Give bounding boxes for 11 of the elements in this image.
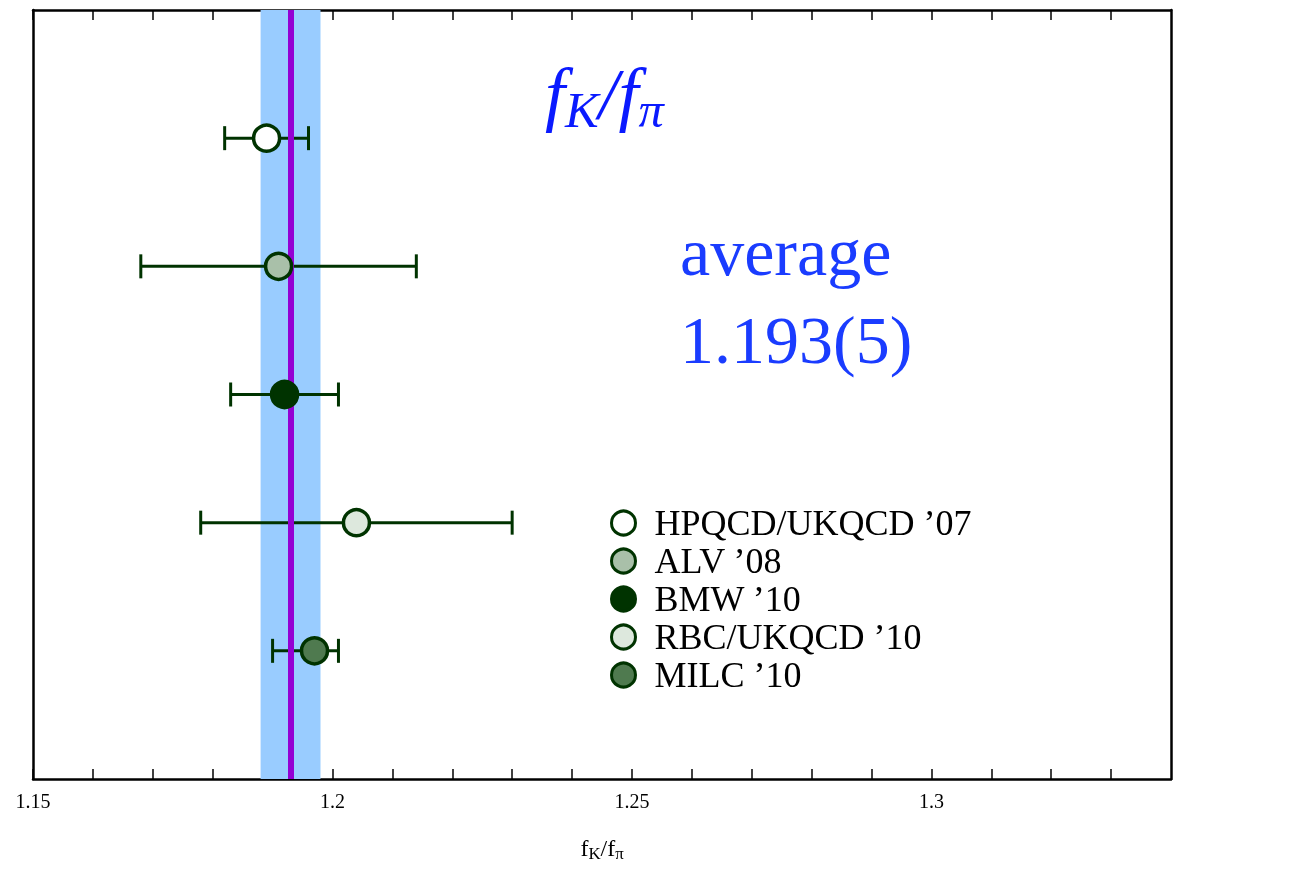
- x-tick-label: 1.25: [614, 790, 650, 812]
- x-tick-label: 1.2: [319, 790, 345, 812]
- x-tick-label: 1.15: [15, 790, 51, 812]
- annotation: 1.193(5): [680, 302, 913, 378]
- legend-label: MILC ’10: [654, 655, 802, 695]
- legend-label: ALV ’08: [654, 541, 782, 581]
- legend-label: BMW ’10: [654, 579, 801, 619]
- legend-label: RBC/UKQCD ’10: [654, 617, 922, 657]
- annotation: average: [680, 214, 892, 290]
- legend-label: HPQCD/UKQCD ’07: [654, 503, 972, 543]
- x-tick-label: 1.3: [918, 790, 944, 812]
